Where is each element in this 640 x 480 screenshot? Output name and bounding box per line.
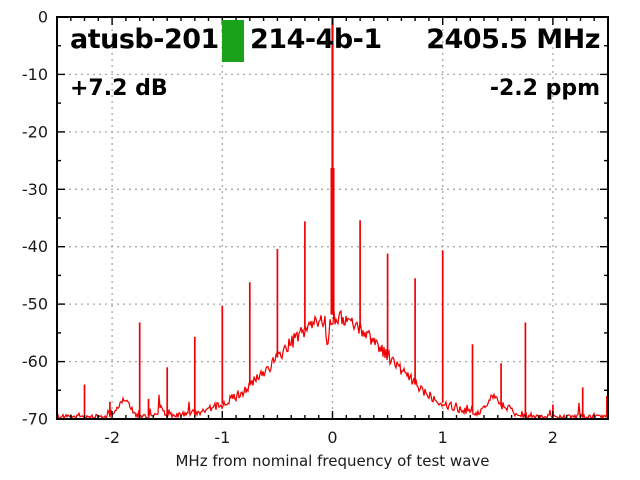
y-tick-label: -30 (22, 180, 48, 199)
test-id-right: 214-4b-1 (250, 24, 382, 55)
x-axis-title: MHz from nominal frequency of test wave (175, 452, 489, 470)
y-tick-label: -20 (22, 122, 48, 141)
gain-label: +7.2 dB (70, 76, 168, 101)
noise-trace (56, 309, 609, 421)
y-tick-label: -10 (22, 65, 48, 84)
y-tick-label: -40 (22, 237, 48, 256)
y-tick-label: -70 (22, 410, 48, 429)
x-tick-label: -1 (214, 428, 230, 447)
y-tick-label: -50 (22, 295, 48, 314)
frequency-label: 2405.5 MHz (426, 24, 600, 55)
green-marker (222, 20, 244, 62)
ppm-label: -2.2 ppm (489, 76, 600, 101)
x-tick-label: 1 (438, 428, 448, 447)
x-tick-label: -2 (104, 428, 120, 447)
x-tick-label: 0 (327, 428, 337, 447)
test-id-left: atusb-2011 (70, 24, 238, 55)
y-tick-label: 0 (38, 8, 48, 27)
y-tick-label: -60 (22, 352, 48, 371)
x-tick-label: 2 (548, 428, 558, 447)
